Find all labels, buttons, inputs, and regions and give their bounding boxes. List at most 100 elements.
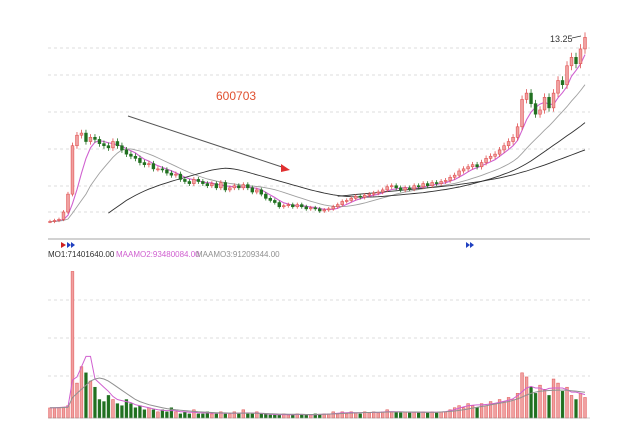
- volume-bar: [160, 409, 165, 419]
- trend-arrow-icon: [281, 164, 290, 172]
- candle-body: [142, 162, 147, 165]
- candle-body: [264, 193, 268, 199]
- candle-body: [273, 200, 277, 203]
- volume-bar: [376, 412, 380, 419]
- candle-body: [241, 184, 246, 189]
- candle-body: [183, 179, 187, 182]
- candle-body: [228, 187, 232, 191]
- volume-bar: [183, 411, 187, 419]
- candle-body: [560, 80, 565, 86]
- volume-ma-line-2: [50, 377, 586, 415]
- volume-bar: [52, 407, 57, 419]
- candle-body: [286, 204, 290, 206]
- marker-red-icon: [61, 242, 66, 248]
- candle-body: [120, 145, 124, 151]
- volume-bar: [111, 399, 115, 419]
- volume-bar: [300, 414, 304, 419]
- candle-body: [165, 169, 169, 174]
- volume-bar: [241, 409, 245, 419]
- price-label-leader: [571, 35, 582, 39]
- candle-body: [178, 173, 183, 180]
- candle-body: [394, 185, 398, 189]
- candle-body: [106, 145, 111, 149]
- candle-body: [331, 206, 335, 210]
- volume-bar: [250, 413, 254, 419]
- marker-blue-icon[interactable]: [466, 242, 470, 248]
- volume-bar: [88, 380, 93, 419]
- candle-body: [138, 158, 142, 163]
- volume-bar: [75, 382, 79, 419]
- candle-body: [129, 153, 133, 157]
- candle-body: [192, 179, 196, 184]
- candle-body: [340, 201, 344, 205]
- candle-body: [259, 189, 263, 195]
- ma-line-2: [50, 84, 586, 222]
- candle-body: [84, 132, 88, 142]
- candle-body: [349, 198, 353, 201]
- volume-bar: [331, 411, 335, 419]
- candle-body: [385, 186, 389, 191]
- marker-blue-icon[interactable]: [67, 242, 71, 248]
- volume-bar: [165, 411, 169, 419]
- legend-mo1: MO1:71401640.00: [48, 250, 115, 259]
- candlesticks: [48, 32, 587, 224]
- candle-body: [574, 57, 578, 64]
- legend-maamo3: MAAMO3:91209344.00: [196, 250, 280, 259]
- volume-bar: [358, 413, 362, 419]
- candle-body: [57, 219, 61, 221]
- candle-body: [367, 193, 371, 196]
- candle-body: [412, 185, 416, 190]
- price-grid: [48, 47, 590, 213]
- volume-bar: [390, 411, 394, 419]
- candle-body: [70, 145, 75, 195]
- marker-blue-icon[interactable]: [71, 242, 75, 248]
- candle-body: [318, 208, 322, 212]
- volume-bar: [443, 411, 448, 419]
- candle-body: [322, 209, 326, 212]
- candle-body: [88, 137, 93, 142]
- volume-bar: [569, 395, 574, 419]
- candle-body: [282, 205, 286, 208]
- candle-body: [565, 65, 569, 86]
- candle-body: [479, 162, 484, 168]
- candle-body: [291, 204, 295, 208]
- candle-body: [578, 48, 583, 64]
- volume-bar: [48, 407, 52, 419]
- candle-body: [403, 187, 407, 191]
- candle-body: [196, 179, 201, 182]
- candle-body: [102, 143, 106, 147]
- volume-bar: [178, 413, 183, 419]
- candle-body: [466, 166, 470, 170]
- candle-body: [300, 204, 304, 208]
- scroll-markers: [61, 242, 474, 248]
- candle-body: [358, 195, 362, 198]
- candle-body: [52, 220, 57, 222]
- candle-body: [493, 153, 497, 157]
- volume-panel: MO1:71401640.00 MAAMO2:93480084.00 MAAMO…: [48, 250, 590, 419]
- volume-bar: [439, 411, 443, 419]
- candle-body: [232, 185, 237, 189]
- volume-bar: [196, 413, 201, 419]
- candle-body: [497, 149, 502, 155]
- candle-body: [210, 183, 214, 187]
- volume-bar: [84, 372, 88, 419]
- volume-average-lines: [50, 355, 586, 416]
- candle-body: [345, 200, 349, 202]
- candle-body: [133, 155, 138, 159]
- volume-bars: [48, 271, 587, 419]
- candle-body: [484, 158, 488, 163]
- volume-bar: [385, 409, 389, 419]
- volume-bar: [187, 413, 192, 419]
- candle-body: [309, 207, 313, 210]
- candle-body: [502, 145, 506, 151]
- candle-body: [214, 183, 219, 189]
- volume-bar: [61, 406, 66, 419]
- volume-bar: [493, 403, 497, 419]
- volume-bar: [120, 405, 124, 419]
- volume-bar: [394, 411, 398, 419]
- volume-bar: [228, 413, 232, 419]
- moving-average-lines: [50, 54, 586, 223]
- marker-blue-icon[interactable]: [470, 242, 474, 248]
- volume-bar: [538, 384, 542, 419]
- candle-body: [434, 182, 439, 184]
